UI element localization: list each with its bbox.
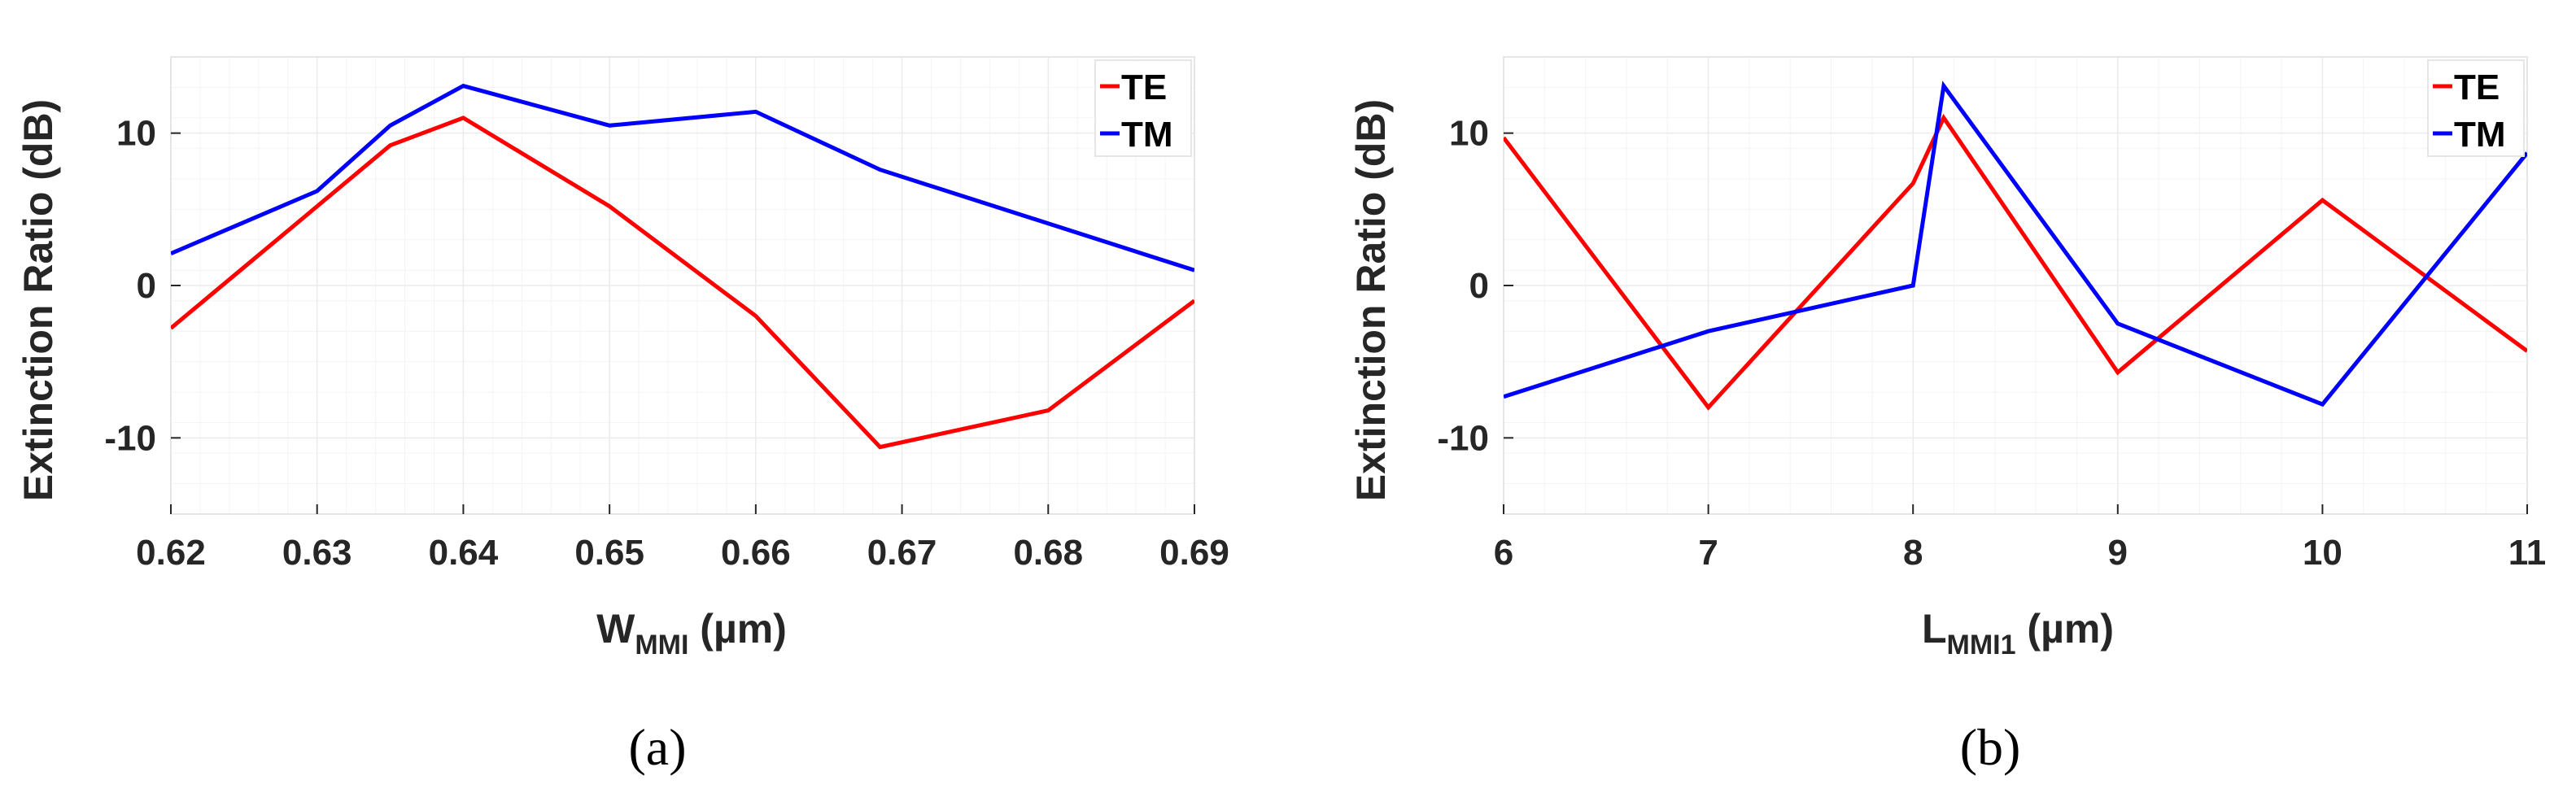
- x-tick-label: 0.66: [721, 533, 791, 573]
- y-tick-label: -10: [104, 418, 156, 458]
- x-tick-label: 0.67: [867, 533, 937, 573]
- legend-box: [1094, 59, 1192, 157]
- panel-caption: (b): [1960, 718, 2021, 776]
- x-tick-label: 6: [1494, 533, 1513, 573]
- chart-panel-a: 0.62 0.63 0.64 0.65 0.66 0.67 0.68 0.69 -10 0 10 TE…: [15, 56, 1229, 776]
- x-tick-label: 0.63: [282, 533, 352, 573]
- x-axis-label: WMMI (µm): [596, 606, 787, 660]
- x-tick-label: 0.64: [429, 533, 499, 573]
- x-tick-label: 8: [1903, 533, 1923, 573]
- y-tick-label: 0: [137, 266, 156, 306]
- series-line-tm: [1504, 81, 2527, 408]
- x-tick-label: 0.69: [1159, 533, 1229, 573]
- x-tick-label: 0.68: [1013, 533, 1083, 573]
- series-line-te: [1504, 113, 2527, 411]
- chart-panel-b: 6 7 8 9 10 11 -10 0 10 TE TM Extinction Ratio (dB) L…: [1348, 56, 2547, 776]
- series-line-te: [171, 116, 1194, 450]
- y-tick-label: 0: [1469, 266, 1489, 306]
- x-tick-label: 10: [2303, 533, 2342, 573]
- legend-label-te: TE: [1121, 68, 1167, 107]
- x-tick-label: 0.62: [136, 533, 206, 573]
- x-tick-label: 0.65: [574, 533, 644, 573]
- legend-label-te: TE: [2454, 68, 2500, 107]
- y-tick-label: -10: [1437, 418, 1489, 458]
- x-tick-label: 11: [2508, 533, 2547, 573]
- x-tick-label: 9: [2108, 533, 2128, 573]
- legend-label-tm: TM: [1121, 115, 1173, 155]
- y-tick-label: 10: [1449, 114, 1489, 154]
- x-axis-label: LMMI1 (µm): [1922, 606, 2114, 660]
- y-axis-label: Extinction Ratio (dB): [15, 99, 61, 501]
- legend-label-tm: TM: [2454, 115, 2506, 155]
- y-tick-label: 10: [116, 114, 156, 154]
- panel-caption: (a): [628, 718, 686, 776]
- x-tick-label: 7: [1698, 533, 1718, 573]
- y-axis-label: Extinction Ratio (dB): [1348, 99, 1394, 501]
- series-line-tm: [171, 83, 1194, 272]
- legend-box: [2427, 59, 2525, 157]
